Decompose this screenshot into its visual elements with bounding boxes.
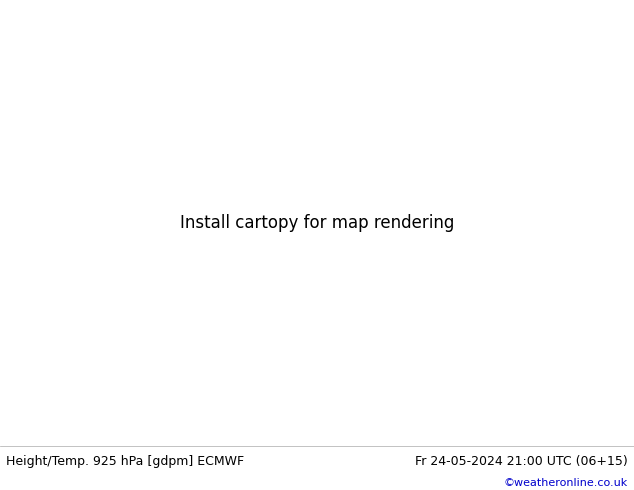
Text: Height/Temp. 925 hPa [gdpm] ECMWF: Height/Temp. 925 hPa [gdpm] ECMWF [6, 455, 245, 468]
Text: Fr 24-05-2024 21:00 UTC (06+15): Fr 24-05-2024 21:00 UTC (06+15) [415, 455, 628, 468]
Text: Install cartopy for map rendering: Install cartopy for map rendering [180, 214, 454, 232]
Text: ©weatheronline.co.uk: ©weatheronline.co.uk [503, 478, 628, 489]
